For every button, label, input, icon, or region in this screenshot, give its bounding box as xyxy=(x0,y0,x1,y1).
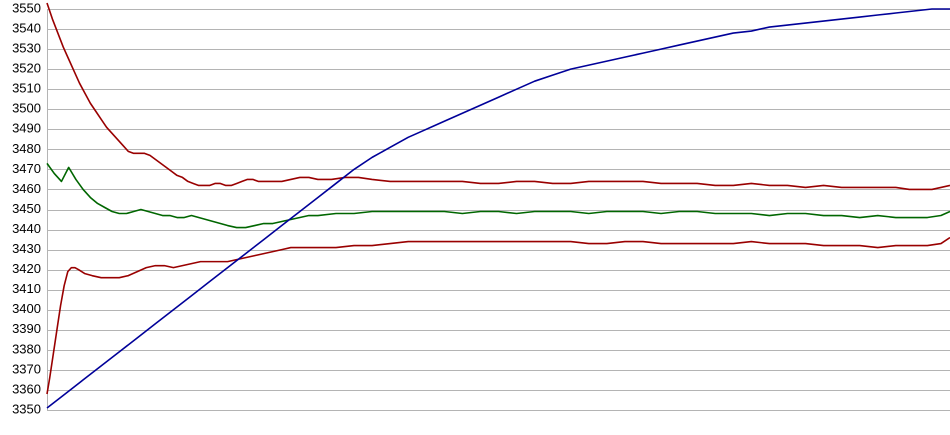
y-tick-label: 3440 xyxy=(12,221,41,236)
y-tick-label: 3520 xyxy=(12,61,41,76)
y-tick-label: 3530 xyxy=(12,41,41,56)
series-line-blue xyxy=(46,8,950,409)
series-line-green xyxy=(46,162,950,229)
y-tick-label: 3390 xyxy=(12,321,41,336)
y-tick-label: 3420 xyxy=(12,261,41,276)
y-tick-label: 3400 xyxy=(12,301,41,316)
y-tick-label: 3550 xyxy=(12,0,41,15)
y-tick-label: 3480 xyxy=(12,141,41,156)
y-tick-label: 3370 xyxy=(12,361,41,376)
y-tick-label: 3360 xyxy=(12,381,41,396)
y-tick-label: 3510 xyxy=(12,81,41,96)
y-tick-label: 3450 xyxy=(12,201,41,216)
gridlines xyxy=(47,9,950,411)
y-tick-label: 3380 xyxy=(12,341,41,356)
series-line-upper-red xyxy=(46,2,950,191)
series-lines xyxy=(46,2,950,409)
y-tick-label: 3430 xyxy=(12,241,41,256)
y-tick-label: 3540 xyxy=(12,20,41,35)
y-tick-label: 3350 xyxy=(12,401,41,416)
y-tick-label: 3460 xyxy=(12,181,41,196)
y-tick-label: 3470 xyxy=(12,161,41,176)
y-tick-label: 3500 xyxy=(12,101,41,116)
series-line-lower-red xyxy=(46,236,950,395)
y-tick-label: 3490 xyxy=(12,121,41,136)
axis-lines xyxy=(47,9,950,411)
y-tick-label: 3410 xyxy=(12,281,41,296)
y-axis-tick-labels: 3350 3360 3370 3380 3390 3400 3410 3420 3430 3440… xyxy=(12,0,41,416)
